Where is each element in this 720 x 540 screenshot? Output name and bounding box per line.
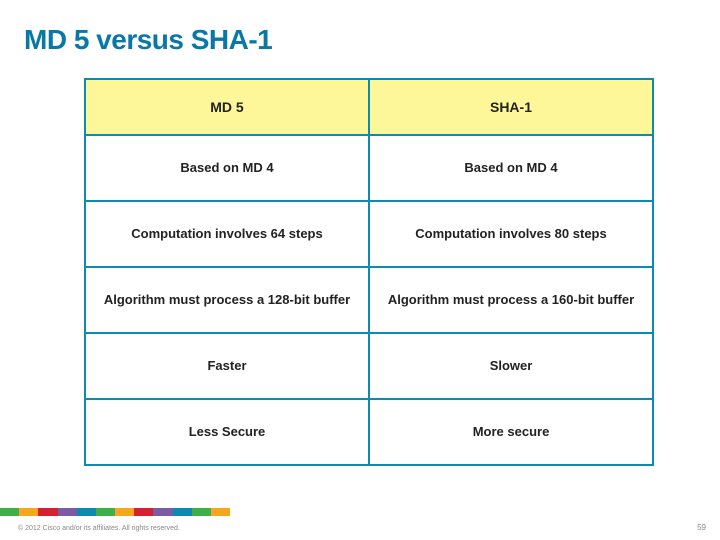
table-header-row: MD 5 SHA-1	[85, 79, 653, 135]
copyright-text: © 2012 Cisco and/or its affiliates. All …	[18, 525, 180, 532]
cell: More secure	[369, 399, 653, 465]
accent-seg	[38, 508, 57, 516]
accent-seg	[153, 508, 172, 516]
cell: Less Secure	[85, 399, 369, 465]
accent-seg	[0, 508, 19, 516]
accent-seg	[115, 508, 134, 516]
accent-strip	[0, 508, 230, 516]
cell: Computation involves 80 steps	[369, 201, 653, 267]
accent-seg	[192, 508, 211, 516]
col-header-sha1: SHA-1	[369, 79, 653, 135]
accent-seg	[96, 508, 115, 516]
slide-title: MD 5 versus SHA-1	[24, 24, 272, 56]
cell: Faster	[85, 333, 369, 399]
cell: Based on MD 4	[85, 135, 369, 201]
page-number: 59	[697, 523, 706, 532]
comparison-table-wrap: MD 5 SHA-1 Based on MD 4 Based on MD 4 C…	[84, 78, 654, 466]
cell: Algorithm must process a 160-bit buffer	[369, 267, 653, 333]
accent-seg	[211, 508, 230, 516]
comparison-table: MD 5 SHA-1 Based on MD 4 Based on MD 4 C…	[84, 78, 654, 466]
accent-seg	[19, 508, 38, 516]
cell: Computation involves 64 steps	[85, 201, 369, 267]
table-row: Computation involves 64 steps Computatio…	[85, 201, 653, 267]
col-header-md5: MD 5	[85, 79, 369, 135]
table-row: Less Secure More secure	[85, 399, 653, 465]
table-row: Based on MD 4 Based on MD 4	[85, 135, 653, 201]
accent-seg	[134, 508, 153, 516]
accent-seg	[58, 508, 77, 516]
table-row: Algorithm must process a 128-bit buffer …	[85, 267, 653, 333]
table-row: Faster Slower	[85, 333, 653, 399]
cell: Algorithm must process a 128-bit buffer	[85, 267, 369, 333]
cell: Slower	[369, 333, 653, 399]
cell: Based on MD 4	[369, 135, 653, 201]
accent-seg	[77, 508, 96, 516]
accent-seg	[173, 508, 192, 516]
